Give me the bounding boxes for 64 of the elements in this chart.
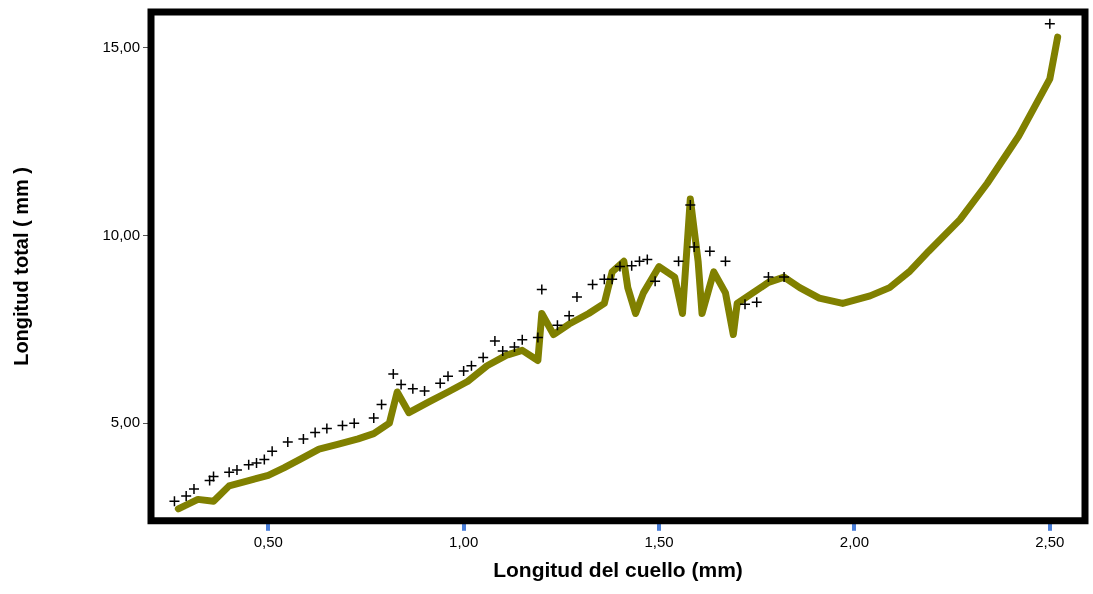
point <box>625 260 638 272</box>
point <box>465 359 478 372</box>
y-axis-title: Longitud total ( mm ) <box>9 166 32 366</box>
x-tick-label: 2,00 <box>839 532 870 550</box>
point <box>375 398 388 411</box>
point <box>563 310 575 322</box>
point <box>242 459 255 471</box>
point <box>434 377 446 390</box>
point <box>739 298 751 310</box>
point <box>571 291 583 303</box>
point <box>282 436 294 448</box>
point <box>368 412 380 424</box>
point <box>684 199 697 211</box>
point <box>258 453 271 466</box>
point <box>321 422 333 435</box>
point <box>336 419 349 432</box>
point <box>536 283 548 296</box>
point <box>180 490 192 502</box>
point <box>719 255 732 268</box>
x-tick-label: 1,00 <box>449 532 479 550</box>
point <box>496 345 509 357</box>
point <box>489 335 501 347</box>
point <box>250 457 263 469</box>
point <box>418 385 431 397</box>
point <box>188 483 200 495</box>
point <box>551 319 564 331</box>
point <box>586 278 599 291</box>
point <box>606 273 618 286</box>
x-tick-label: 1,50 <box>644 532 674 550</box>
point <box>477 351 489 364</box>
point <box>508 341 521 353</box>
x-axis-title: Longitud del cuello (mm) <box>493 558 743 582</box>
y-tick-label: 15,00 <box>102 37 140 55</box>
point <box>297 433 310 445</box>
point <box>309 426 321 439</box>
point <box>395 378 407 391</box>
y-tick-label: 5,00 <box>110 413 140 431</box>
point <box>641 253 654 266</box>
point <box>266 445 278 458</box>
point <box>516 334 529 346</box>
point <box>407 382 419 395</box>
point <box>672 255 685 268</box>
point <box>223 466 235 479</box>
point <box>649 275 661 287</box>
point <box>457 365 470 377</box>
y-tick-label: 10,00 <box>102 225 140 243</box>
point <box>532 331 544 344</box>
point <box>387 368 400 380</box>
point <box>231 464 243 476</box>
point <box>778 271 790 283</box>
x-tick-label: 2,50 <box>1035 532 1065 550</box>
point <box>688 241 700 253</box>
point <box>633 255 646 268</box>
point <box>762 271 775 283</box>
point <box>348 417 360 429</box>
x-tick-label: 0,50 <box>253 532 283 550</box>
point <box>704 245 716 257</box>
point <box>203 474 216 487</box>
point <box>442 370 454 382</box>
point <box>168 495 181 508</box>
point <box>614 260 626 273</box>
point <box>207 470 220 483</box>
point <box>1044 17 1056 30</box>
point <box>750 296 763 309</box>
